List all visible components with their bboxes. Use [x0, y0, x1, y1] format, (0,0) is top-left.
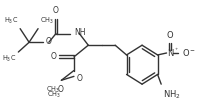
Text: O$^-$: O$^-$: [182, 47, 196, 59]
Text: O: O: [50, 52, 56, 61]
Text: H$_3$C: H$_3$C: [4, 16, 18, 26]
Text: CH$_3$: CH$_3$: [47, 90, 61, 100]
Text: O: O: [45, 37, 51, 46]
Text: CH$_3$: CH$_3$: [46, 85, 60, 95]
Text: NH$_2$: NH$_2$: [163, 88, 181, 101]
Text: CH$_3$: CH$_3$: [40, 16, 54, 26]
Text: $^+$: $^+$: [174, 47, 179, 52]
Text: O: O: [77, 74, 83, 83]
Text: NH: NH: [74, 28, 85, 37]
Text: O: O: [58, 85, 63, 94]
Text: O: O: [167, 31, 173, 40]
Text: H$_3$C: H$_3$C: [2, 54, 17, 64]
Text: N: N: [167, 49, 173, 57]
Text: O: O: [53, 6, 59, 15]
